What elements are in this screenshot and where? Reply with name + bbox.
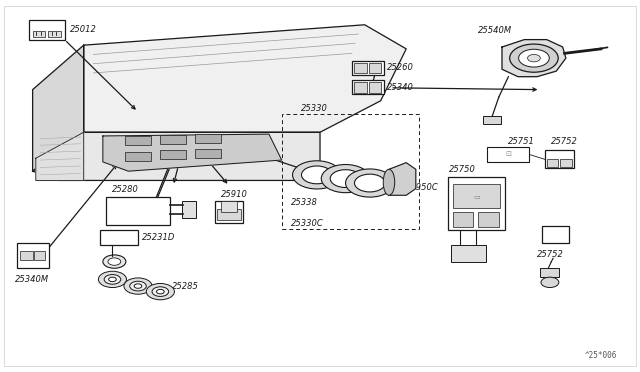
Circle shape <box>346 169 394 197</box>
Text: 25950C: 25950C <box>406 183 439 192</box>
Bar <box>547 159 558 167</box>
Circle shape <box>99 271 127 288</box>
Bar <box>560 159 572 167</box>
Text: 25752: 25752 <box>537 250 564 259</box>
Bar <box>125 151 151 161</box>
Bar <box>369 82 381 93</box>
Text: 25330C: 25330C <box>291 219 324 228</box>
Bar <box>354 82 367 93</box>
Circle shape <box>147 283 174 300</box>
Circle shape <box>124 278 152 294</box>
Text: ▭: ▭ <box>473 193 480 199</box>
Bar <box>33 31 45 37</box>
Text: 25540M: 25540M <box>478 26 513 35</box>
Bar <box>483 116 501 124</box>
Bar <box>487 147 529 162</box>
Bar <box>216 209 241 220</box>
Bar <box>182 201 196 218</box>
Polygon shape <box>84 25 406 132</box>
Circle shape <box>518 49 549 67</box>
Bar <box>545 150 573 168</box>
Circle shape <box>130 281 147 291</box>
Bar <box>478 212 499 227</box>
Polygon shape <box>33 132 320 180</box>
Bar <box>29 20 65 39</box>
Text: ⊡: ⊡ <box>506 151 511 157</box>
Polygon shape <box>36 132 84 180</box>
Bar <box>369 63 381 73</box>
Text: 25340M: 25340M <box>15 275 49 284</box>
Bar <box>282 114 419 229</box>
Circle shape <box>103 255 126 268</box>
Circle shape <box>330 170 361 187</box>
Bar <box>17 243 49 267</box>
Text: 25752: 25752 <box>551 137 578 146</box>
Bar <box>195 134 221 143</box>
Text: 25330: 25330 <box>301 104 328 113</box>
Circle shape <box>527 54 540 62</box>
Bar <box>161 135 186 144</box>
Circle shape <box>292 161 341 189</box>
Bar <box>453 184 500 208</box>
Text: 25280: 25280 <box>113 185 140 194</box>
Text: 25750: 25750 <box>449 165 476 174</box>
Text: 25338: 25338 <box>291 198 318 207</box>
Bar <box>214 201 243 223</box>
Bar <box>100 231 138 245</box>
Bar <box>20 251 33 260</box>
Text: 25231D: 25231D <box>143 233 176 243</box>
Polygon shape <box>389 163 416 195</box>
Bar <box>352 61 384 75</box>
Text: 25285: 25285 <box>172 282 198 291</box>
Text: 25012: 25012 <box>70 25 97 34</box>
Circle shape <box>157 289 164 294</box>
Circle shape <box>152 287 169 296</box>
Text: 25260: 25260 <box>387 63 414 72</box>
Text: 25910: 25910 <box>221 190 248 199</box>
Text: ^25*006: ^25*006 <box>584 351 617 360</box>
Text: 25751: 25751 <box>508 137 535 146</box>
Polygon shape <box>103 134 282 171</box>
Circle shape <box>104 275 121 284</box>
Circle shape <box>134 284 142 288</box>
Bar <box>125 136 151 145</box>
Bar <box>354 63 367 73</box>
Bar <box>540 267 559 277</box>
Circle shape <box>541 277 559 288</box>
Bar <box>161 150 186 159</box>
Circle shape <box>355 174 385 192</box>
Circle shape <box>108 258 121 265</box>
Bar <box>451 245 486 262</box>
Bar <box>195 148 221 158</box>
Bar <box>448 177 505 231</box>
Bar <box>221 201 237 212</box>
Bar <box>106 197 170 225</box>
Bar <box>34 251 45 260</box>
Circle shape <box>509 44 558 72</box>
Bar <box>352 80 384 94</box>
Circle shape <box>321 164 370 193</box>
Bar <box>453 212 473 227</box>
Polygon shape <box>33 45 84 171</box>
Text: 25340: 25340 <box>387 83 414 92</box>
Bar <box>48 31 61 37</box>
Ellipse shape <box>383 169 395 195</box>
Circle shape <box>301 166 332 184</box>
Circle shape <box>109 277 116 282</box>
Polygon shape <box>502 39 566 77</box>
Bar <box>542 226 569 243</box>
